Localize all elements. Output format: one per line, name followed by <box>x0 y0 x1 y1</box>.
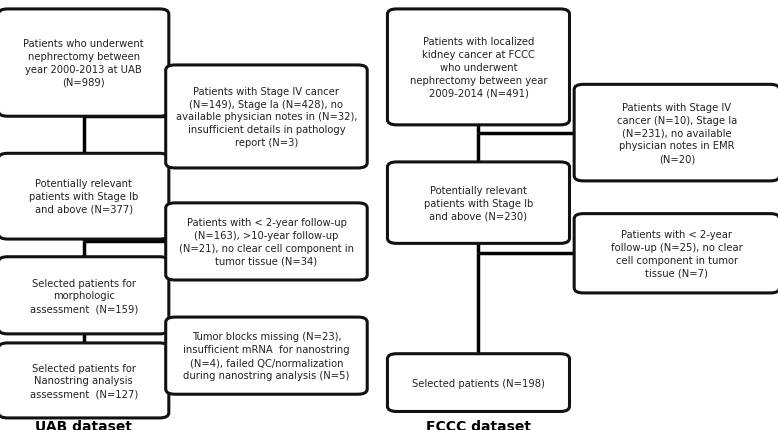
FancyBboxPatch shape <box>166 203 367 280</box>
Text: FCCC dataset: FCCC dataset <box>426 419 531 430</box>
Text: Selected patients (N=198): Selected patients (N=198) <box>412 378 545 388</box>
Text: UAB dataset: UAB dataset <box>35 419 132 430</box>
FancyBboxPatch shape <box>0 343 169 418</box>
Text: Selected patients for
Nanostring analysis
assessment  (N=127): Selected patients for Nanostring analysi… <box>30 363 138 398</box>
FancyBboxPatch shape <box>0 154 169 240</box>
Text: Potentially relevant
patients with Stage Ib
and above (N=230): Potentially relevant patients with Stage… <box>424 185 533 221</box>
Text: Patients with Stage IV
cancer (N=10), Stage Ia
(N=231), no available
physician n: Patients with Stage IV cancer (N=10), St… <box>617 103 737 164</box>
Text: Patients who underwent
nephrectomy between
year 2000-2013 at UAB
(N=989): Patients who underwent nephrectomy betwe… <box>23 39 144 88</box>
Text: Selected patients for
morphologic
assessment  (N=159): Selected patients for morphologic assess… <box>30 278 138 313</box>
FancyBboxPatch shape <box>166 317 367 394</box>
Text: Patients with < 2-year follow-up
(N=163), >10-year follow-up
(N=21), no clear ce: Patients with < 2-year follow-up (N=163)… <box>179 218 354 266</box>
FancyBboxPatch shape <box>166 66 367 169</box>
FancyBboxPatch shape <box>574 214 778 293</box>
Text: Patients with < 2-year
follow-up (N=25), no clear
cell component in tumor
tissue: Patients with < 2-year follow-up (N=25),… <box>611 230 743 278</box>
FancyBboxPatch shape <box>0 10 169 117</box>
FancyBboxPatch shape <box>0 257 169 334</box>
FancyBboxPatch shape <box>387 10 569 126</box>
FancyBboxPatch shape <box>574 85 778 181</box>
FancyBboxPatch shape <box>387 163 569 244</box>
Text: Patients with Stage IV cancer
(N=149), Stage Ia (N=428), no
available physician : Patients with Stage IV cancer (N=149), S… <box>176 87 357 147</box>
FancyBboxPatch shape <box>387 354 569 412</box>
Text: Tumor blocks missing (N=23),
insufficient mRNA  for nanostring
(N=4), failed QC/: Tumor blocks missing (N=23), insufficien… <box>183 332 350 380</box>
Text: Potentially relevant
patients with Stage Ib
and above (N=377): Potentially relevant patients with Stage… <box>29 179 138 215</box>
Text: Patients with localized
kidney cancer at FCCC
who underwent
nephrectomy between : Patients with localized kidney cancer at… <box>410 37 547 98</box>
